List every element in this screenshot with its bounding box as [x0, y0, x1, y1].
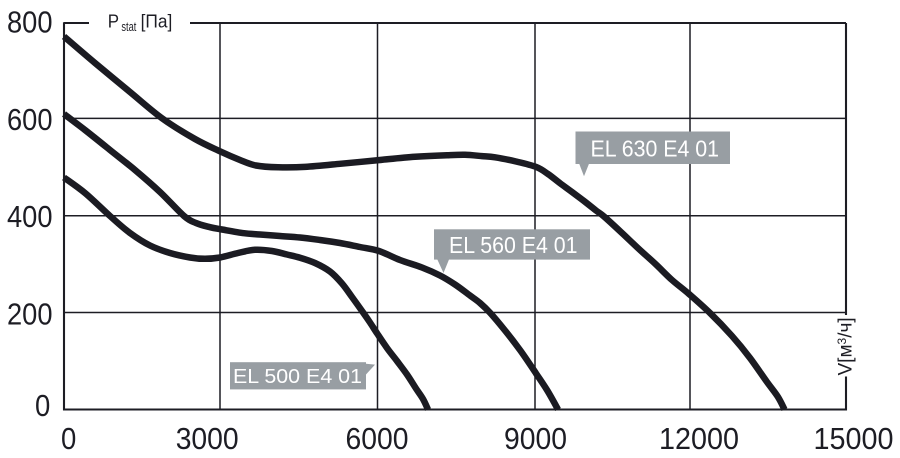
svg-text:stat: stat: [121, 19, 136, 34]
svg-text:EL 500 E4 01: EL 500 E4 01: [233, 365, 362, 388]
svg-text:400: 400: [7, 199, 53, 234]
svg-text:[Па]: [Па]: [141, 11, 173, 31]
svg-text:200: 200: [7, 297, 53, 332]
svg-text:EL 630 E4 01: EL 630 E4 01: [591, 135, 720, 161]
svg-text:800: 800: [7, 4, 53, 39]
svg-text:600: 600: [7, 102, 53, 137]
svg-text:3000: 3000: [176, 421, 239, 456]
svg-text:P: P: [108, 11, 119, 31]
svg-text:V[м3/ч]: V[м3/ч]: [835, 317, 857, 375]
svg-text:EL 560 E4 01: EL 560 E4 01: [449, 232, 578, 258]
svg-text:0: 0: [61, 421, 76, 456]
svg-text:15000: 15000: [814, 421, 894, 456]
svg-text:6000: 6000: [346, 421, 409, 456]
svg-text:12000: 12000: [659, 421, 739, 456]
svg-text:9000: 9000: [504, 421, 567, 456]
svg-text:0: 0: [35, 388, 50, 423]
